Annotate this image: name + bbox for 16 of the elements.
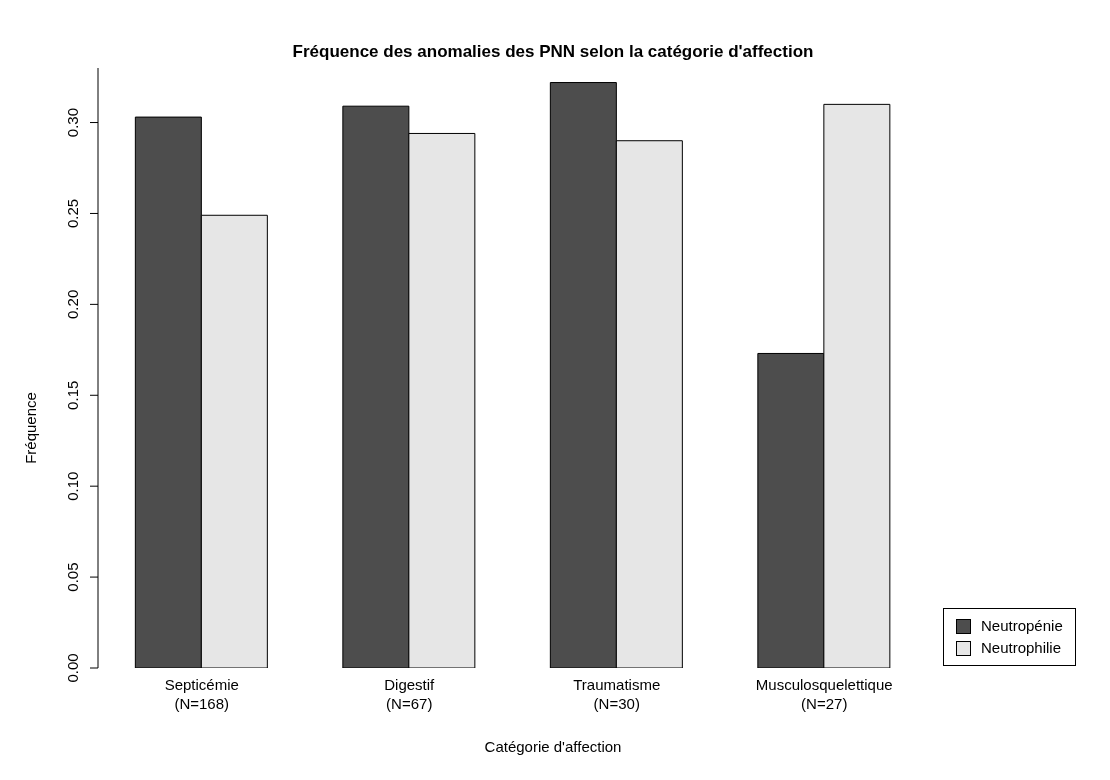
y-tick-label: 0.30	[64, 107, 81, 138]
legend-label: Neutrophilie	[981, 638, 1062, 658]
x-tick-label: Traumatisme (N=30)	[573, 676, 661, 712]
y-tick-label: 0.15	[64, 380, 81, 410]
y-tick-label: 0.10	[64, 471, 81, 501]
y-tick-label: 0.20	[64, 289, 81, 319]
chart-title: Fréquence des anomalies des PNN selon la catégorie d'affection	[291, 42, 815, 62]
x-tick-label: Septicémie (N=168)	[164, 676, 239, 712]
x-tick-label: Digestif (N=67)	[384, 676, 436, 712]
x-axis-title: Catégorie d'affection	[483, 738, 623, 755]
y-tick-label: 0.00	[64, 653, 81, 683]
legend-label: Neutropénie	[981, 616, 1063, 636]
x-tick-label: Musculosquelettique (N=27)	[755, 676, 893, 712]
y-axis-title: Fréquence	[21, 392, 39, 464]
y-tick-label: 0.25	[64, 198, 81, 229]
y-tick-label: 0.05	[64, 562, 81, 592]
